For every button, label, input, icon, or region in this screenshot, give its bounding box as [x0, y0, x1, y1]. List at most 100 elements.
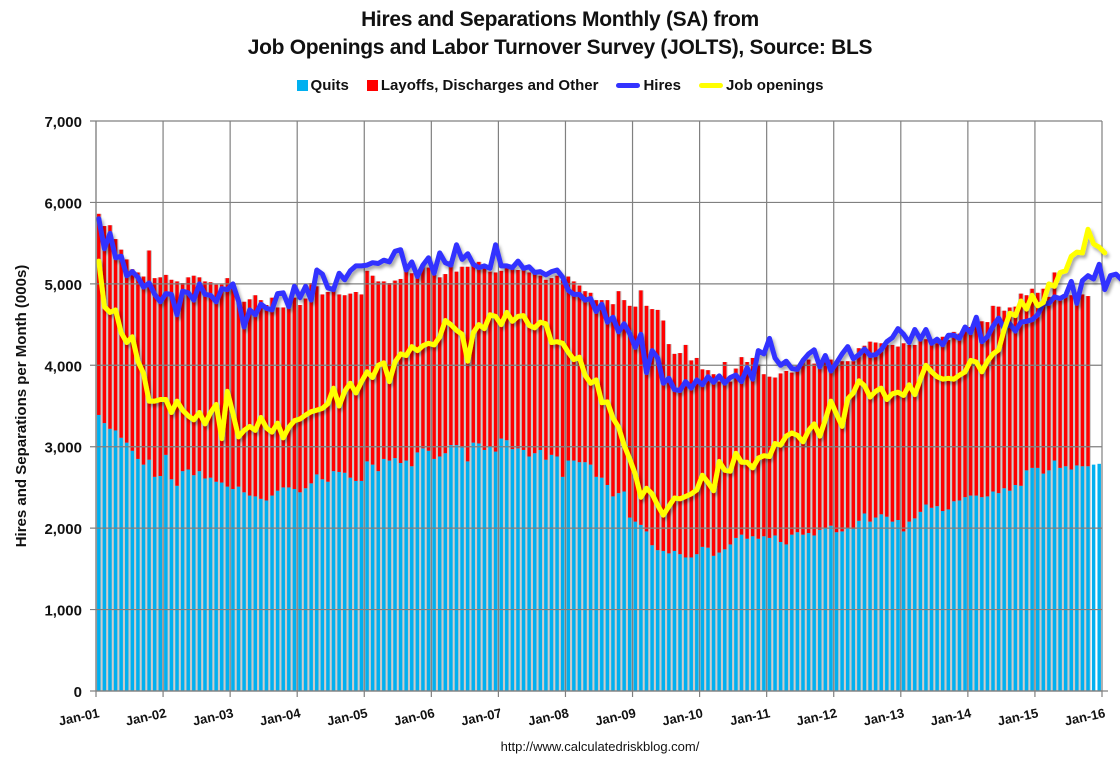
bar-quits: [1091, 464, 1096, 691]
bar-quits: [113, 430, 118, 691]
y-tick-label: 6,000: [44, 195, 82, 212]
y-tick-label: 1,000: [44, 603, 82, 620]
bar-layoffs: [851, 361, 856, 529]
x-tick-label: Jan-13: [862, 705, 905, 728]
bar-layoffs: [605, 300, 610, 485]
bar-quits: [655, 550, 660, 691]
bar-layoffs: [723, 362, 727, 550]
bar-layoffs: [270, 297, 274, 496]
bar-layoffs: [873, 342, 878, 518]
bar-quits: [577, 462, 582, 691]
bar-layoffs: [678, 353, 682, 555]
bar-layoffs: [689, 360, 693, 558]
bar-layoffs: [471, 264, 475, 443]
bar-layoffs: [946, 340, 951, 510]
bar-layoffs: [376, 281, 380, 472]
bar-layoffs: [359, 294, 364, 481]
bar-layoffs: [812, 363, 816, 536]
bar-quits: [125, 442, 129, 691]
bar-layoffs: [331, 286, 336, 472]
bar-layoffs: [929, 343, 934, 508]
bar-layoffs: [264, 305, 269, 501]
bar-layoffs: [259, 300, 263, 499]
bar-layoffs: [197, 277, 202, 472]
bar-quits: [376, 471, 380, 691]
bar-layoffs: [102, 226, 107, 424]
bar-layoffs: [913, 344, 917, 519]
bar-layoffs: [829, 359, 833, 526]
bar-layoffs: [326, 292, 330, 482]
bar-layoffs: [795, 365, 800, 533]
bar-quits: [158, 476, 163, 691]
bar-layoffs: [449, 261, 453, 446]
bar-layoffs: [773, 377, 777, 536]
bar-quits: [639, 524, 643, 691]
bar-quits: [1075, 465, 1079, 691]
bar-quits: [342, 472, 347, 691]
bar-quits: [359, 480, 364, 691]
bar-layoffs: [778, 373, 783, 542]
source-url: http://www.calculatedriskblog.com/: [500, 739, 700, 754]
bar-layoffs: [538, 275, 543, 450]
bar-quits: [633, 521, 638, 691]
bar-layoffs: [158, 277, 163, 477]
bar-quits: [683, 557, 688, 691]
bar-layoffs: [175, 281, 179, 486]
bar-quits: [152, 476, 157, 691]
x-tick-label: Jan-14: [929, 705, 973, 728]
bar-layoffs: [1035, 292, 1040, 468]
bar-quits: [186, 469, 190, 691]
bar-quits: [723, 549, 727, 691]
bar-layoffs: [169, 279, 174, 480]
bar-quits: [745, 538, 749, 691]
bar-quits: [521, 449, 526, 691]
bar-quits: [628, 517, 632, 691]
y-tick-label: 7,000: [44, 114, 82, 131]
bar-quits: [1024, 470, 1029, 691]
bar-layoffs: [108, 225, 112, 429]
bar-layoffs: [980, 321, 984, 498]
bar-layoffs: [532, 270, 537, 454]
y-axis-label: Hires and Separations per Month (000s): [13, 265, 30, 548]
bar-layoffs: [113, 239, 118, 431]
bar-layoffs: [857, 348, 861, 521]
bar-quits: [1041, 473, 1046, 691]
bar-quits: [203, 478, 207, 691]
bar-quits: [952, 501, 956, 691]
bar-layoffs: [918, 335, 923, 512]
bar-quits: [594, 476, 598, 691]
bar-layoffs: [756, 364, 761, 539]
x-tick-label: Jan-02: [124, 705, 167, 728]
bar-layoffs: [365, 270, 369, 462]
bar-layoffs: [885, 344, 889, 517]
bar-quits: [957, 500, 962, 691]
bar-quits: [588, 464, 593, 691]
bar-layoffs: [125, 259, 129, 443]
bar-quits: [873, 517, 878, 691]
bar-layoffs: [499, 270, 503, 439]
bar-quits: [829, 525, 833, 691]
bar-quits: [169, 479, 174, 691]
bar-layoffs: [1058, 298, 1062, 468]
bar-layoffs: [130, 269, 135, 451]
legend-label-openings: Job openings: [725, 77, 824, 94]
bar-layoffs: [644, 305, 649, 532]
bar-quits: [220, 482, 224, 691]
bar-quits: [208, 477, 213, 691]
bar-layoffs: [639, 290, 643, 525]
bar-quits: [689, 557, 693, 691]
bar-quits: [739, 534, 744, 691]
x-tick-label: Jan-03: [191, 705, 234, 728]
bar-quits: [365, 461, 369, 691]
bar-quits: [600, 477, 604, 691]
bar-quits: [538, 449, 543, 691]
bar-quits: [985, 496, 990, 691]
bar-quits: [583, 462, 587, 691]
bar-layoffs: [907, 344, 911, 522]
x-tick-label: Jan-06: [393, 705, 436, 728]
bar-quits: [465, 461, 470, 691]
bar-quits: [650, 545, 654, 691]
bar-quits: [247, 495, 252, 691]
bar-quits: [544, 459, 548, 691]
legend-swatch-hires: [616, 83, 641, 88]
